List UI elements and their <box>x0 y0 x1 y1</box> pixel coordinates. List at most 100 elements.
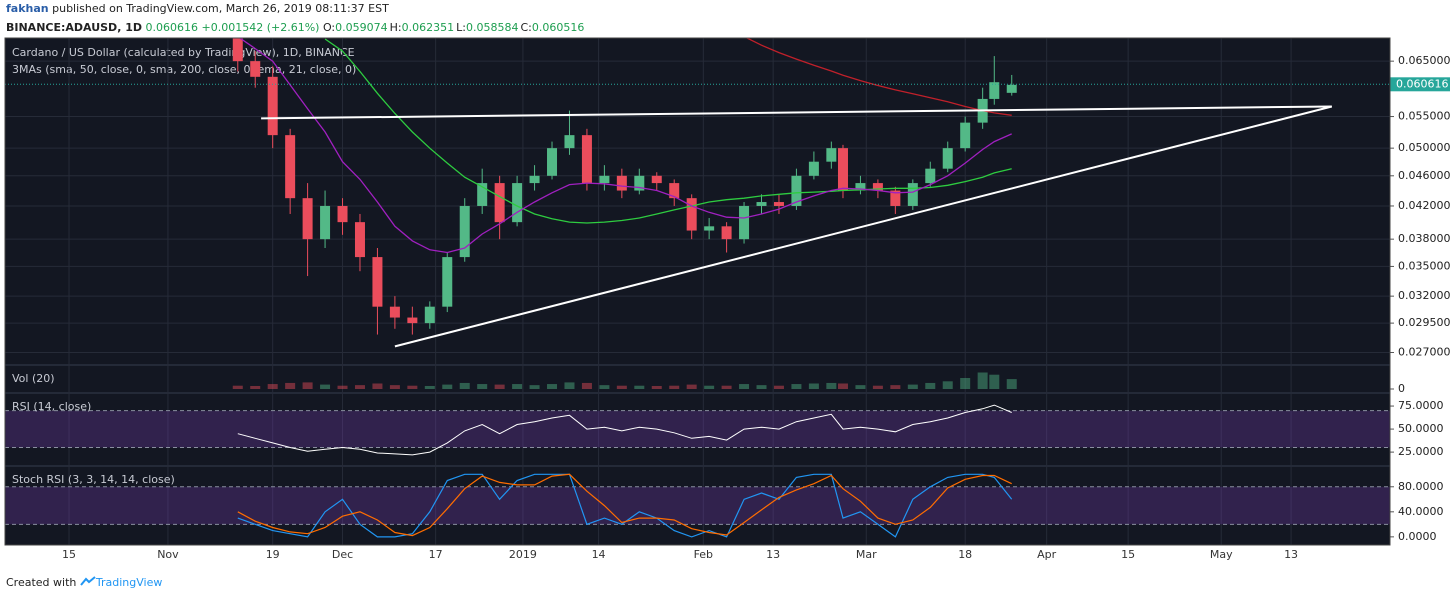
y-tick-label: 0.046000 <box>1398 169 1450 182</box>
volume-bar <box>442 384 453 389</box>
volume-bar <box>407 385 418 389</box>
pane-title: RSI (14, close) <box>12 400 91 413</box>
price-plot <box>232 38 1333 348</box>
volume-bar <box>564 382 575 389</box>
chart-title: Cardano / US Dollar (calculated by Tradi… <box>12 46 355 59</box>
y-tick-label: 0.038000 <box>1398 232 1450 245</box>
volume-bar <box>302 382 313 389</box>
y-tick-label: 75.0000 <box>1398 399 1444 412</box>
study-title: 3MAs (sma, 50, close, 0, sma, 200, close… <box>12 63 356 76</box>
pane-title: Stoch RSI (3, 3, 14, 14, close) <box>12 473 175 486</box>
candle-body <box>372 257 383 307</box>
x-tick-label: 15 <box>62 548 76 561</box>
candle-body <box>250 61 261 77</box>
candle-body <box>564 135 575 149</box>
candle-body <box>407 317 418 324</box>
volume-bar <box>669 385 680 389</box>
candle-body <box>826 148 837 162</box>
volume-bar <box>634 385 645 389</box>
x-tick-label: 17 <box>429 548 443 561</box>
volume-bar <box>739 384 750 389</box>
candle-body <box>721 226 732 240</box>
publish-line: fakhan published on TradingView.com, Mar… <box>6 2 389 15</box>
candle-body <box>512 183 523 223</box>
volume-bar <box>890 385 901 389</box>
candle-body <box>704 226 715 231</box>
candle-body <box>424 306 435 324</box>
footer: Created with TradingView <box>6 576 162 589</box>
candle-body <box>855 183 866 191</box>
chart-background <box>5 38 1390 545</box>
candle-body <box>389 306 400 318</box>
footer-brand[interactable]: TradingView <box>95 576 163 589</box>
candle-body <box>773 202 784 206</box>
volume-bar <box>960 378 971 389</box>
volume-bar <box>285 382 296 389</box>
volume-bar <box>773 385 784 389</box>
volume-bar <box>459 382 470 389</box>
y-tick-label: 40.0000 <box>1398 505 1444 518</box>
volume-bar <box>599 385 610 389</box>
volume-bar <box>826 382 837 389</box>
candle-body <box>354 222 365 258</box>
candle-body <box>232 38 243 62</box>
candle-body <box>808 161 819 176</box>
ohlc-label: L: <box>456 21 466 34</box>
volume-bar <box>547 384 558 389</box>
candle-body <box>547 148 558 176</box>
volume-bar <box>424 385 435 389</box>
candle-body <box>960 122 971 149</box>
candle-body <box>651 175 662 184</box>
candle-body <box>616 175 627 191</box>
y-tick-label: 0.065000 <box>1398 54 1450 67</box>
volume-bar <box>704 385 715 389</box>
volume-bar <box>267 384 278 389</box>
volume-bar <box>494 384 505 389</box>
candle-body <box>477 183 488 206</box>
candle-body <box>599 175 610 184</box>
x-tick-label: 18 <box>958 548 972 561</box>
volume-bar <box>651 385 662 389</box>
moving-average <box>745 38 1012 116</box>
ohlc: O:0.059074 H:0.062351 L:0.058584 C:0.060516 <box>323 21 586 34</box>
band <box>5 486 1390 525</box>
moving-average <box>238 38 1012 254</box>
last-price-label: 0.060616 <box>1396 77 1449 90</box>
y-tick-label: 0.042000 <box>1398 199 1450 212</box>
pane-title: Vol (20) <box>12 372 55 385</box>
x-tick-label: Feb <box>694 548 713 561</box>
candle-body <box>285 135 296 199</box>
candle-body <box>1006 84 1017 93</box>
volume-bar <box>529 385 540 389</box>
volume-bar <box>320 384 331 389</box>
x-tick-label: Dec <box>332 548 353 561</box>
candle-body <box>756 202 767 206</box>
candle-body <box>791 175 802 206</box>
author[interactable]: fakhan <box>6 2 49 15</box>
candle-body <box>739 205 750 240</box>
candle-body <box>320 205 331 240</box>
chart-border <box>4 37 1391 546</box>
volume-bar <box>989 374 1000 389</box>
candle-body <box>337 205 348 223</box>
chart: Cardano / US Dollar (calculated by Tradi… <box>4 36 1450 596</box>
volume-bar <box>872 385 883 389</box>
ohlc-value: 0.062351 <box>401 21 455 34</box>
y-tick-label: 0 <box>1398 382 1405 395</box>
volume-bar <box>389 385 400 389</box>
footer-text: Created with <box>6 576 77 589</box>
candle-body <box>459 205 470 258</box>
y-tick-label: 0.027000 <box>1398 345 1450 358</box>
candle-body <box>494 183 505 223</box>
candle-body <box>634 175 645 191</box>
trendline <box>394 105 1333 348</box>
candle-body <box>581 135 592 184</box>
volume-bar <box>616 385 627 389</box>
ohlc-label: C: <box>520 21 532 34</box>
x-tick-label: 14 <box>592 548 606 561</box>
ohlc-label: H: <box>389 21 402 34</box>
volume-bar <box>791 384 802 389</box>
volume-bar <box>837 383 848 389</box>
x-tick-label: Nov <box>157 548 179 561</box>
y-tick-label: 0.055000 <box>1398 110 1450 123</box>
